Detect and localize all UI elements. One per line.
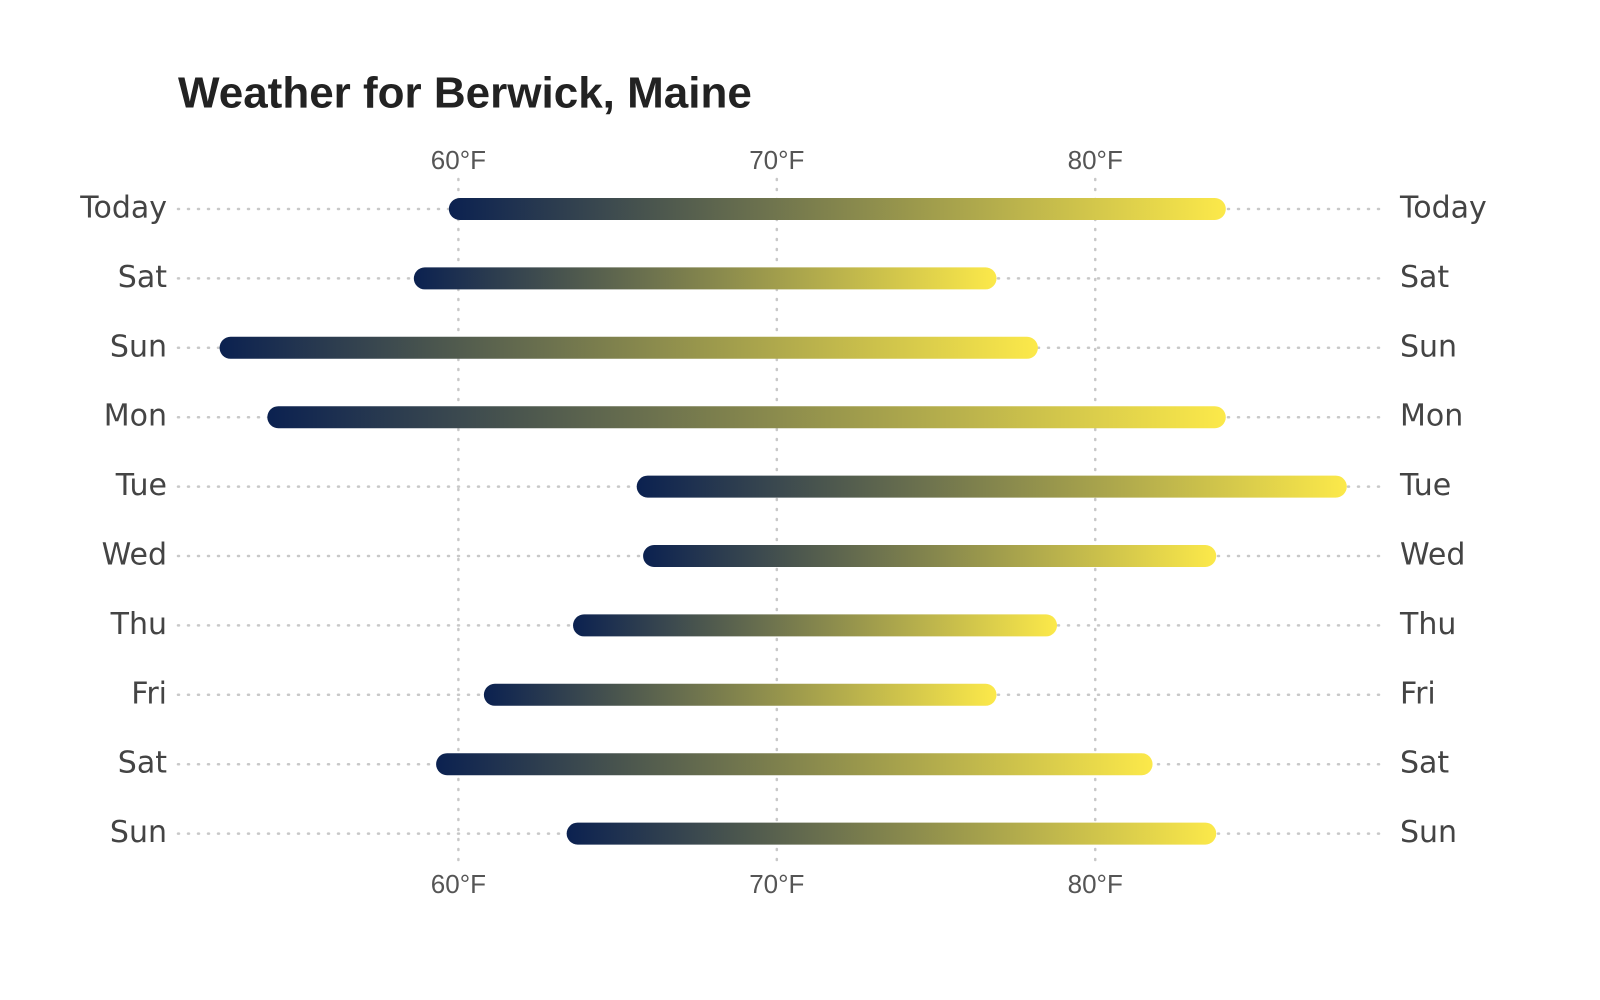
range-bar [636,475,1347,498]
category-label: Sat [118,260,167,295]
x-tick-label: 60°F [431,145,486,175]
x-tick-label: 70°F [749,869,804,899]
category-label: Tue [1399,468,1451,503]
range-bar [573,614,1058,637]
category-label: Wed [1400,538,1465,573]
category-label: Sat [1400,260,1449,295]
x-tick-label: 80°F [1068,145,1123,175]
range-bar [267,406,1226,429]
range-bar [643,545,1217,567]
category-label: Today [79,191,167,226]
category-label: Fri [131,676,167,711]
range-bar [448,198,1226,220]
range-bar [566,822,1217,845]
range-bar [483,683,997,706]
category-label: Sat [1400,746,1449,781]
range-bar [436,753,1153,776]
x-tick-label: 60°F [431,869,486,899]
range-bar [413,267,997,290]
category-label: Today [1399,191,1487,226]
category-label: Wed [102,538,167,573]
category-label: Sun [110,815,167,850]
category-label: Sun [1400,815,1457,850]
category-label: Mon [104,399,167,434]
chart-title: Weather for Berwick, Maine [178,69,752,118]
x-tick-label: 80°F [1068,869,1123,899]
range-bar [219,336,1038,359]
category-label: Sat [118,746,167,781]
category-label: Mon [1400,399,1463,434]
category-label: Thu [110,607,167,642]
x-tick-label: 70°F [749,145,804,175]
category-label: Fri [1400,676,1436,711]
category-label: Sun [110,329,167,364]
category-label: Thu [1399,607,1456,642]
category-label: Sun [1400,329,1457,364]
category-label: Tue [115,468,167,503]
